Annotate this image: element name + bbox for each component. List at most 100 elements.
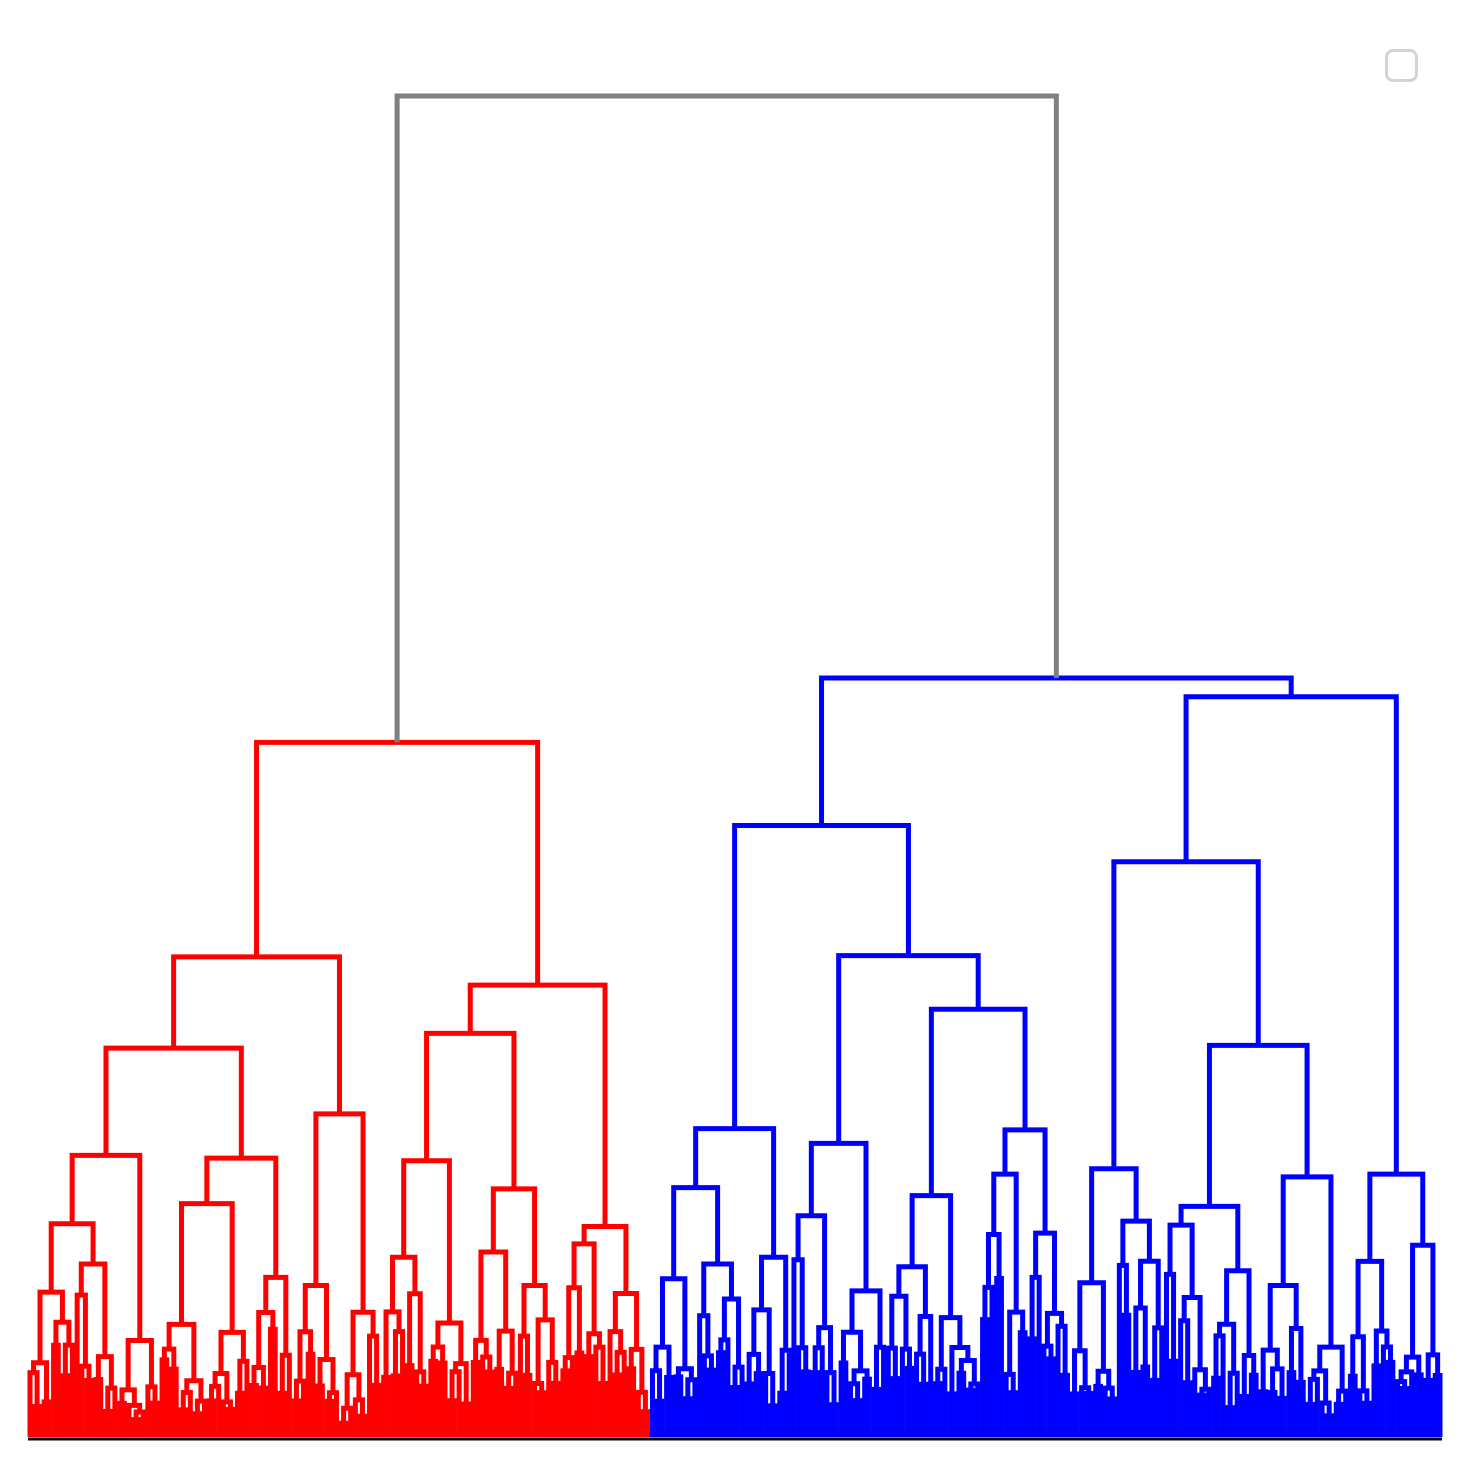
cluster-2-link-207 bbox=[994, 1275, 1004, 1437]
cluster-2-link-296 bbox=[1423, 1377, 1434, 1437]
cluster-2-link-133 bbox=[693, 1126, 777, 1258]
cluster-1-link-50 bbox=[256, 1310, 276, 1368]
cluster-2-link-219 bbox=[1060, 1372, 1070, 1437]
cluster-2-link-173 bbox=[849, 1288, 883, 1348]
cluster-1-link-66 bbox=[324, 1398, 335, 1437]
cluster-2-link-273 bbox=[1307, 1376, 1320, 1437]
cluster-2-link-161 bbox=[777, 1390, 788, 1437]
cluster-1-link-123 bbox=[612, 1291, 640, 1350]
cluster-1-link-17 bbox=[84, 1378, 94, 1437]
cluster-1-link-113 bbox=[581, 1223, 629, 1294]
cluster-1-link-72 bbox=[357, 1413, 368, 1437]
cluster-2-link-209 bbox=[1003, 1371, 1016, 1437]
cluster-2-link-181 bbox=[871, 1386, 882, 1437]
cluster-2-link-287 bbox=[1380, 1344, 1393, 1437]
cluster-1-link-48 bbox=[234, 1390, 245, 1437]
cluster-2-link-241 bbox=[1206, 1042, 1310, 1207]
cluster-2-link-158 bbox=[763, 1370, 776, 1437]
cluster-1-link-106 bbox=[517, 1333, 531, 1437]
cluster-1-link-3 bbox=[69, 1152, 143, 1341]
cluster-2-link-203 bbox=[991, 1171, 1019, 1313]
cluster-2-link-155 bbox=[746, 1351, 762, 1384]
cluster-1-link-122 bbox=[598, 1380, 608, 1437]
cluster-1-link-43 bbox=[209, 1383, 222, 1437]
cluster-2-link-281 bbox=[1350, 1334, 1366, 1391]
cluster-1-link-51 bbox=[251, 1365, 266, 1389]
cluster-2-link-210 bbox=[1008, 1390, 1019, 1437]
cluster-1-link-2 bbox=[103, 1045, 244, 1159]
cluster-2-link-217 bbox=[1046, 1356, 1056, 1437]
cluster-2-link-274 bbox=[1305, 1401, 1316, 1437]
cluster-1-link-64 bbox=[315, 1383, 325, 1437]
cluster-2-link-271 bbox=[1317, 1344, 1345, 1392]
cluster-1-link-62 bbox=[305, 1351, 316, 1437]
cluster-1-link-56 bbox=[277, 1390, 288, 1437]
cluster-1-link-100 bbox=[484, 1369, 495, 1437]
cluster-1-link-115 bbox=[566, 1285, 582, 1358]
cluster-2-link-277 bbox=[1336, 1388, 1349, 1437]
cluster-2-link-289 bbox=[1410, 1242, 1436, 1358]
cluster-1-link-102 bbox=[494, 1366, 505, 1437]
cluster-2-link-136 bbox=[653, 1344, 672, 1378]
cluster-2-link-142 bbox=[685, 1377, 698, 1437]
cluster-2-link-191 bbox=[914, 1351, 927, 1437]
cluster-1-link-82 bbox=[390, 1373, 401, 1437]
cluster-2-link-290 bbox=[1403, 1354, 1422, 1375]
cluster-1-link-12 bbox=[62, 1342, 75, 1437]
cluster-1-link-6 bbox=[31, 1360, 50, 1402]
cluster-2-link-243 bbox=[1167, 1222, 1195, 1298]
cluster-1-link-86 bbox=[418, 1383, 429, 1437]
cluster-2-link-226 bbox=[1079, 1385, 1092, 1437]
cluster-1-link-8 bbox=[32, 1403, 42, 1437]
cluster-2-link-220 bbox=[1183, 694, 1399, 1175]
cluster-2-link-194 bbox=[935, 1366, 948, 1437]
cluster-2-link-185 bbox=[889, 1293, 909, 1350]
cluster-1-link-1 bbox=[171, 954, 342, 1114]
cluster-1-link-119 bbox=[586, 1331, 602, 1357]
cluster-2-link-255 bbox=[1211, 1375, 1221, 1437]
cluster-2-link-285 bbox=[1373, 1328, 1390, 1366]
cluster-1-link-54 bbox=[268, 1326, 278, 1437]
cluster-1-link-70 bbox=[338, 1420, 349, 1437]
cluster-2-link-148 bbox=[721, 1296, 742, 1368]
cluster-1-link-69 bbox=[341, 1405, 354, 1437]
cluster-1-link-84 bbox=[404, 1363, 415, 1437]
cluster-1-link-98 bbox=[470, 1359, 481, 1437]
cluster-2-link-195 bbox=[932, 1381, 943, 1437]
cluster-1-link-77 bbox=[401, 1158, 452, 1324]
cluster-2-link-131 bbox=[819, 675, 1294, 826]
cluster-2-link-168 bbox=[816, 1325, 833, 1373]
cluster-2-link-184 bbox=[896, 1264, 928, 1317]
cluster-2-link-152 bbox=[730, 1384, 740, 1437]
cluster-1-link-7 bbox=[27, 1370, 40, 1437]
cluster-2-link-175 bbox=[838, 1360, 849, 1437]
cluster-2-link-275 bbox=[1319, 1400, 1332, 1437]
cluster-1-link-96 bbox=[478, 1249, 509, 1341]
cluster-1-link-103 bbox=[506, 1370, 519, 1437]
cluster-1-link-44 bbox=[206, 1398, 217, 1437]
cluster-2-link-242 bbox=[1178, 1203, 1241, 1271]
cluster-2-link-234 bbox=[1121, 1312, 1132, 1437]
cluster-2-link-252 bbox=[1224, 1268, 1252, 1356]
cluster-2-link-183 bbox=[909, 1193, 954, 1318]
cluster-2-link-138 bbox=[654, 1398, 665, 1437]
cluster-1-link-33 bbox=[161, 1346, 177, 1370]
cluster-1-link-19 bbox=[93, 1376, 104, 1437]
cluster-2-link-223 bbox=[1077, 1280, 1106, 1372]
cluster-2-link-157 bbox=[753, 1371, 764, 1437]
cluster-2-link-236 bbox=[1133, 1305, 1148, 1373]
cluster-2-link-153 bbox=[759, 1254, 789, 1351]
cluster-2-link-237 bbox=[1130, 1369, 1141, 1437]
cluster-2-link-265 bbox=[1270, 1366, 1285, 1399]
cluster-1-link-21 bbox=[102, 1409, 113, 1437]
cluster-1-link-78 bbox=[390, 1254, 418, 1312]
cluster-1-link-129 bbox=[635, 1389, 648, 1437]
cluster-1-link-59 bbox=[297, 1329, 314, 1382]
cluster-2-link-132 bbox=[732, 823, 911, 1129]
cluster-1-link-79 bbox=[383, 1309, 402, 1378]
cluster-1-link-53 bbox=[258, 1385, 269, 1437]
cluster-2-link-228 bbox=[1095, 1368, 1112, 1389]
cluster-1-link-15 bbox=[74, 1292, 88, 1437]
cluster-2-link-251 bbox=[1197, 1392, 1207, 1437]
cluster-2-link-172 bbox=[829, 1402, 839, 1437]
